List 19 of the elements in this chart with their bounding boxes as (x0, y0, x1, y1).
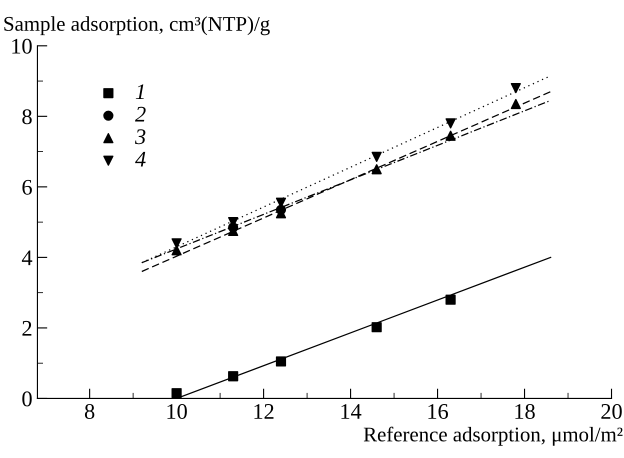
y-tick-label: 4 (22, 250, 32, 266)
x-tick-label: 12 (254, 404, 274, 419)
y-tick-label: 8 (22, 109, 32, 124)
y-tick-label: 0 (22, 391, 32, 406)
legend-label: 1 (136, 84, 144, 99)
x-tick-label: 18 (515, 404, 535, 419)
x-tick-label: 10 (167, 404, 187, 419)
y-tick-label: 2 (22, 320, 32, 336)
x-axis-title: Reference adsorption, μmol/m² (364, 426, 623, 446)
y-axis-title: Sample adsorption, cm³(NTP)/g (4, 16, 270, 36)
legend-label: 2 (135, 106, 146, 122)
y-tick-label: 10 (12, 38, 32, 54)
y-tick-label: 6 (22, 180, 32, 195)
x-tick-label: 8 (84, 404, 94, 419)
legend-label: 4 (135, 152, 146, 167)
x-tick-label: 16 (428, 404, 448, 419)
x-tick-label: 20 (601, 404, 622, 419)
legend-label: 3 (135, 129, 146, 144)
x-tick-label: 14 (341, 404, 362, 419)
